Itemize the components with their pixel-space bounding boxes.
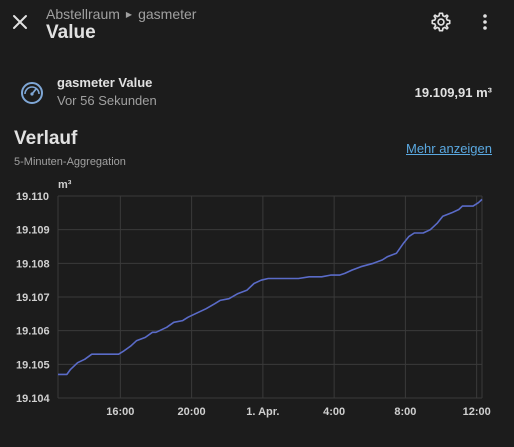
x-tick-label: 20:00 (178, 406, 206, 418)
breadcrumb-device: gasmeter (138, 6, 197, 22)
x-tick-label: 8:00 (394, 406, 416, 418)
more-vertical-icon (483, 14, 487, 30)
y-tick-label: 19.109 (16, 225, 50, 237)
settings-button[interactable] (425, 6, 457, 38)
y-tick-label: 19.106 (16, 326, 50, 338)
gear-icon (431, 12, 451, 32)
x-tick-label: 4:00 (323, 406, 345, 418)
y-axis-unit-label: m³ (58, 179, 72, 191)
breadcrumb-area: Abstellraum (46, 6, 120, 22)
entity-state: 19.109,91 m³ (414, 85, 492, 100)
x-tick-label: 12:00 (463, 406, 491, 418)
y-tick-label: 19.108 (16, 258, 50, 270)
x-tick-label: 16:00 (106, 406, 134, 418)
entity-name: gasmeter Value (57, 75, 153, 90)
more-menu-button[interactable] (469, 6, 501, 38)
x-tick-label: 1. Apr. (246, 406, 279, 418)
entity-last-changed: Vor 56 Sekunden (57, 93, 157, 108)
show-more-link[interactable]: Mehr anzeigen (406, 141, 492, 156)
gauge-icon (17, 78, 47, 108)
breadcrumb: Abstellraum ▶ gasmeter (46, 6, 196, 22)
y-tick-label: 19.110 (16, 191, 49, 203)
history-title: Verlauf (14, 128, 78, 149)
y-tick-label: 19.107 (16, 292, 50, 304)
page-title: Value (46, 22, 96, 43)
y-tick-label: 19.104 (16, 393, 51, 405)
series-line (58, 198, 483, 376)
breadcrumb-separator-icon: ▶ (125, 9, 133, 19)
history-chart: m³ 19.110 19.109 19.108 19.107 19.106 19.105 19… (16, 179, 491, 418)
y-tick-label: 19.105 (16, 359, 50, 371)
close-button[interactable] (4, 6, 36, 38)
history-subtitle: 5-Minuten-Aggregation (14, 156, 126, 168)
close-icon (13, 15, 27, 29)
